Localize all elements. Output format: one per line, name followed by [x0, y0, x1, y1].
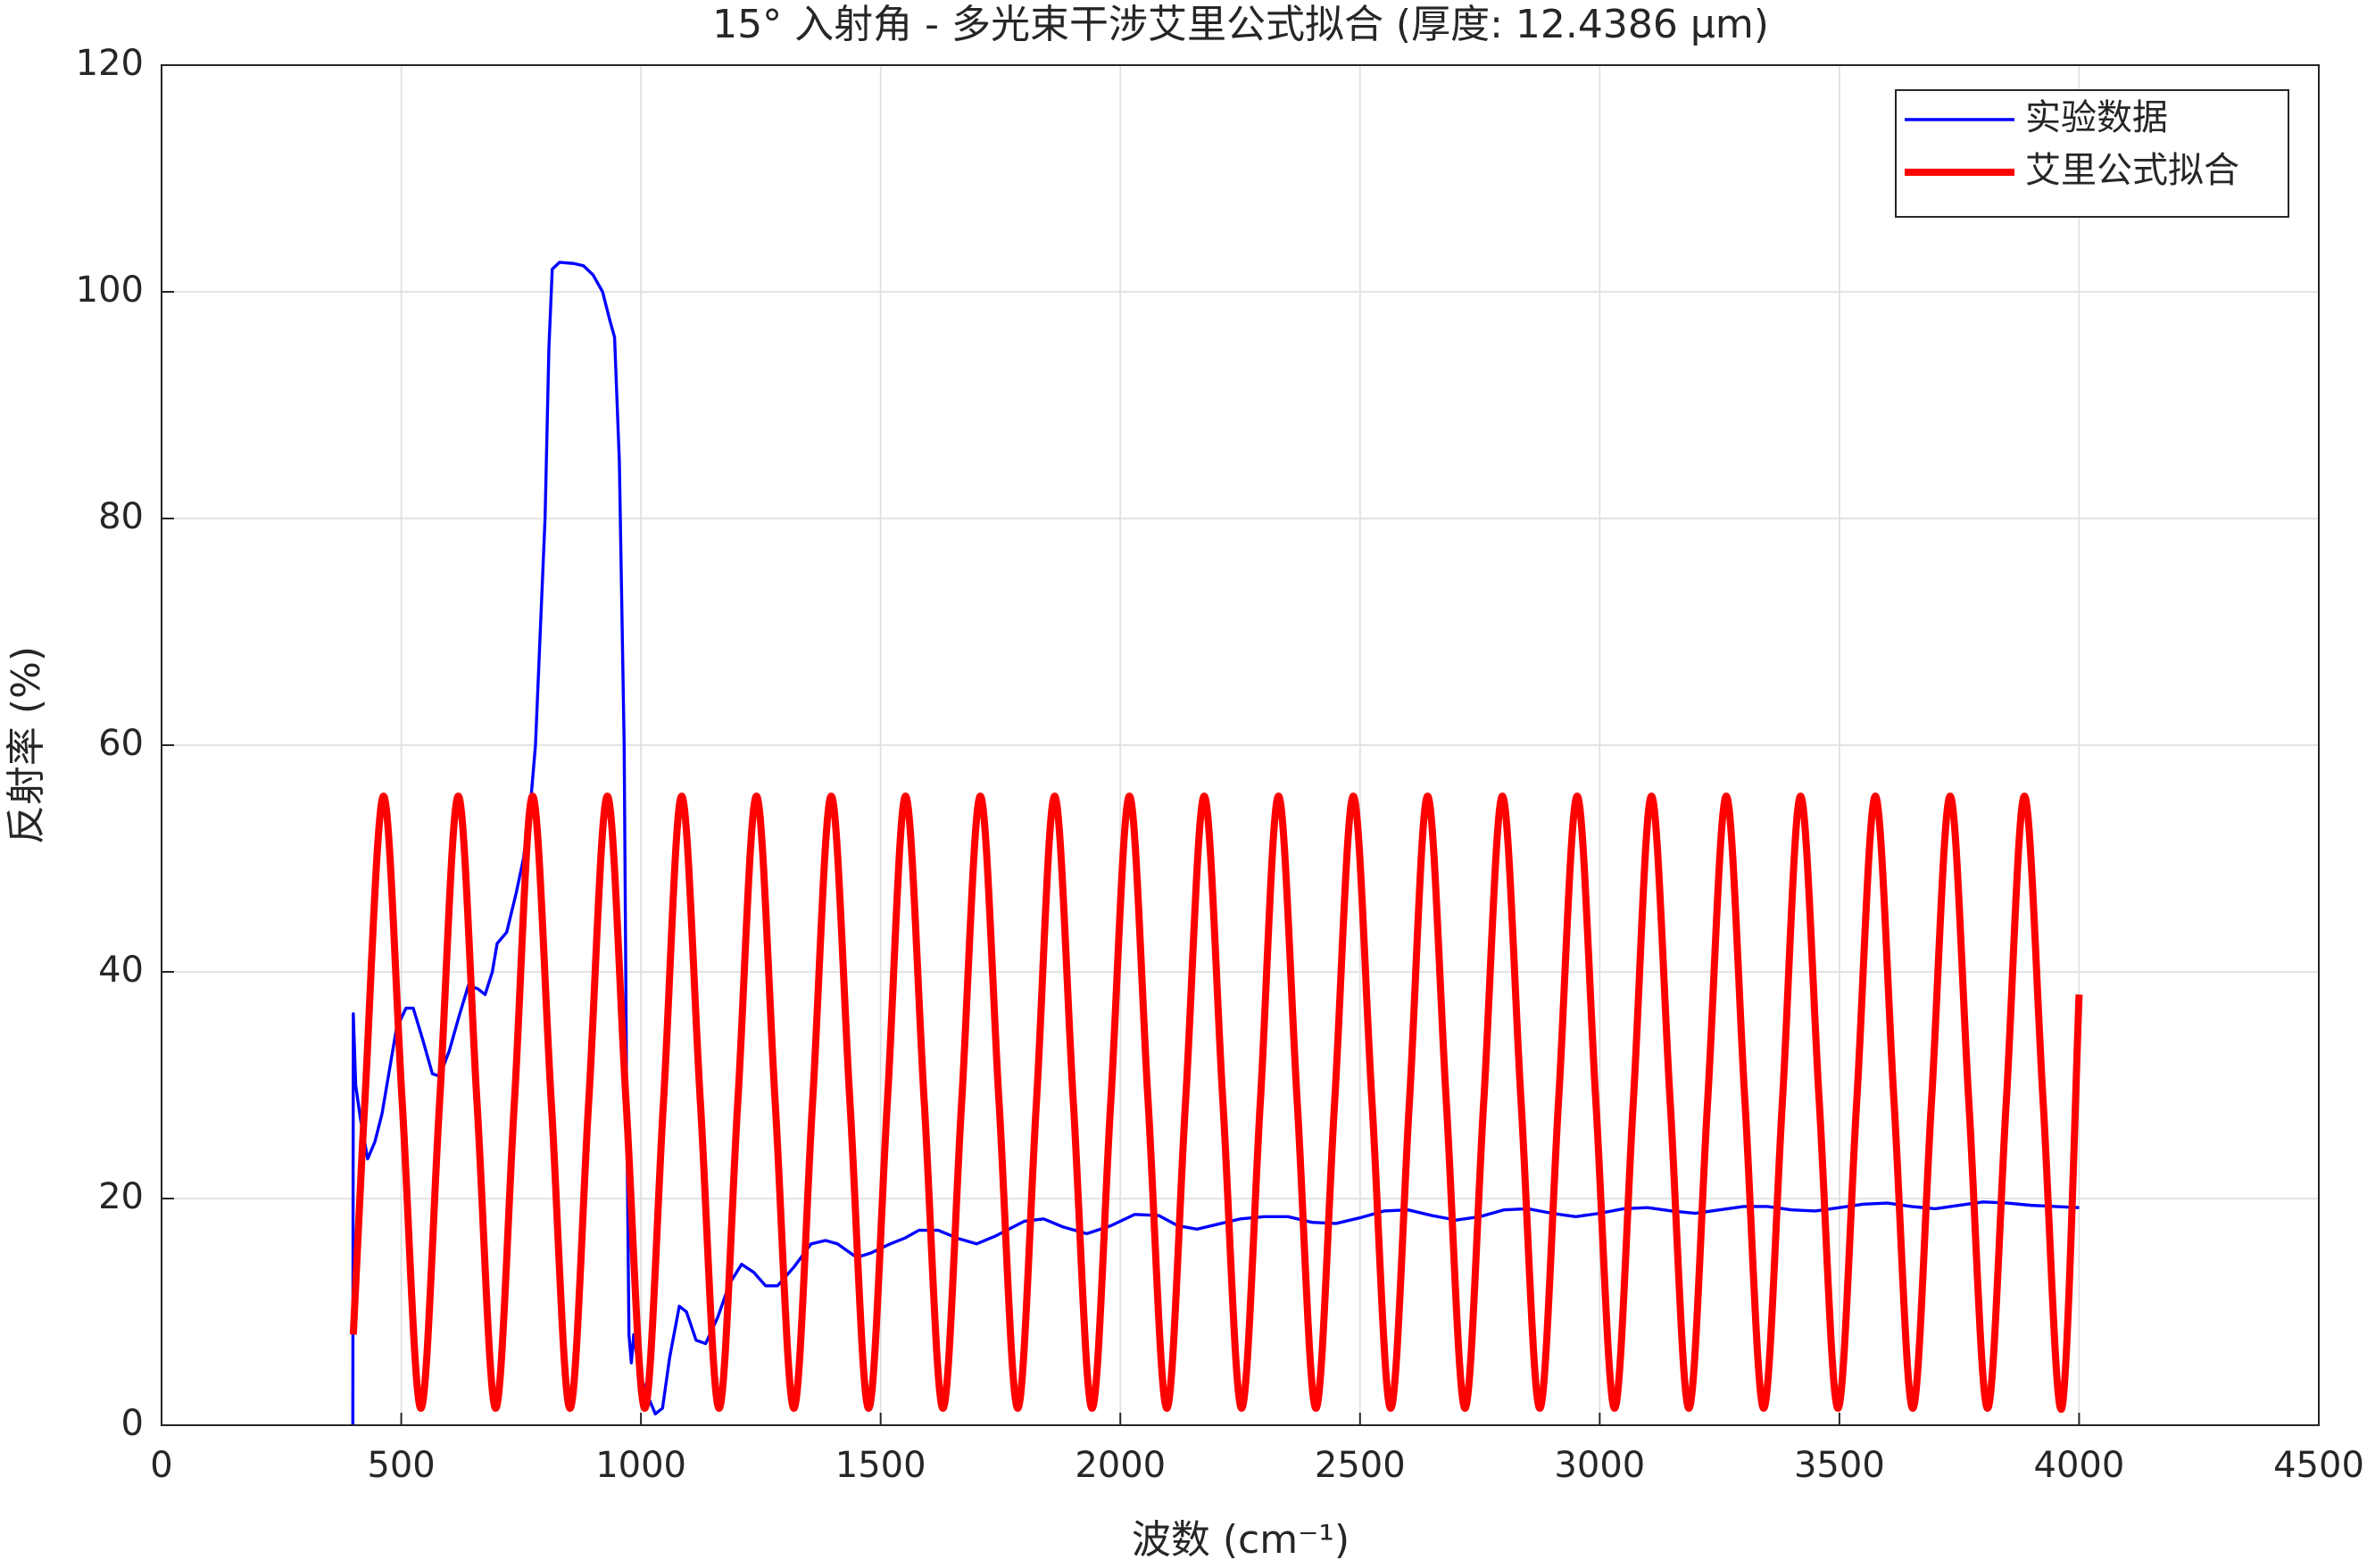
- legend-label: 艾里公式拟合: [2025, 150, 2239, 191]
- data-line: [351, 261, 2080, 1426]
- x-axis-label: 波数 (cm⁻¹): [1132, 1517, 1350, 1563]
- x-tick-label: 3500: [1794, 1445, 1885, 1486]
- x-tick-label: 1000: [595, 1445, 686, 1486]
- y-tick-label: 100: [76, 270, 144, 311]
- x-tick-label: 4500: [2273, 1445, 2364, 1486]
- y-tick-label: 80: [98, 496, 144, 537]
- x-tick-label: 4000: [2034, 1445, 2125, 1486]
- y-tick-label: 40: [98, 950, 144, 991]
- x-tick-label: 500: [367, 1445, 435, 1486]
- x-tick-label: 0: [150, 1445, 172, 1486]
- chart-title: 15° 入射角 - 多光束干涉艾里公式拟合 (厚度: 12.4386 μm): [712, 2, 1769, 47]
- y-tick-label: 120: [76, 43, 144, 84]
- y-tick-label: 0: [121, 1403, 144, 1444]
- y-tick-label: 60: [98, 723, 144, 764]
- legend-label: 实验数据: [2025, 97, 2168, 138]
- x-tick-label: 1500: [835, 1445, 926, 1486]
- legend-box: [1895, 89, 2289, 218]
- ticks: 0 500 1000 1500 2000 2500 3000 3500 4000 4500 0 20 4…: [76, 43, 2364, 1486]
- x-tick-label: 2500: [1315, 1445, 1406, 1486]
- x-tick-label: 3000: [1554, 1445, 1645, 1486]
- plot-area: [349, 261, 2083, 1426]
- y-tick-label: 20: [98, 1176, 144, 1217]
- data-line: [349, 792, 2083, 1414]
- y-axis-label: 反射率 (%): [4, 646, 49, 844]
- x-tick-label: 2000: [1075, 1445, 1166, 1486]
